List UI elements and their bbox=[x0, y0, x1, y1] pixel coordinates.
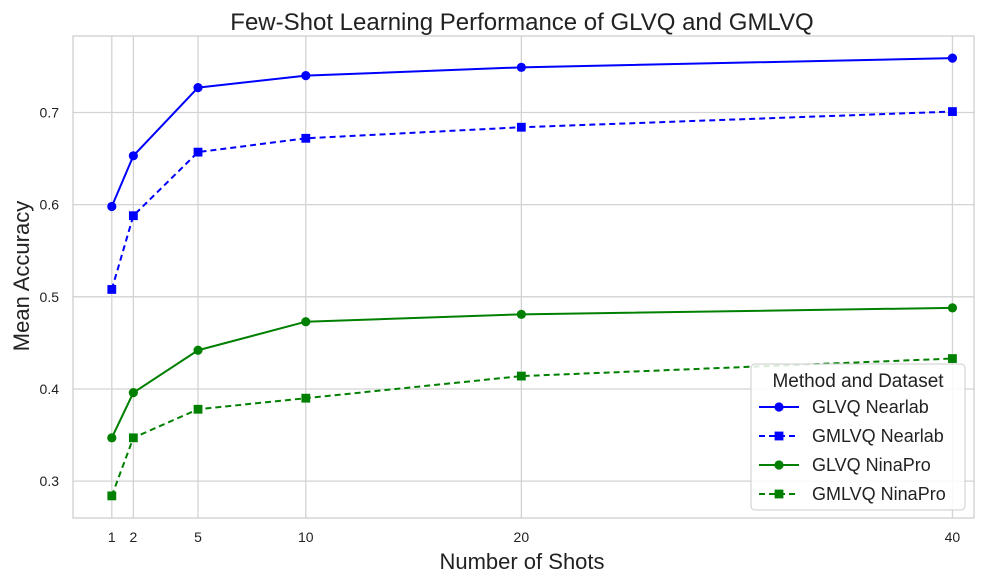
legend-marker bbox=[774, 431, 784, 441]
series-line bbox=[110, 57, 953, 207]
data-point bbox=[107, 491, 117, 501]
data-point bbox=[948, 107, 957, 116]
y-axis-label: Mean Accuracy bbox=[9, 201, 34, 351]
legend-label: GMLVQ NinaPro bbox=[812, 484, 946, 504]
legend-entries: GLVQ Nearlab GMLVQ Nearlab GLVQ NinaPro GML… bbox=[759, 397, 946, 504]
data-point bbox=[516, 371, 526, 381]
data-point bbox=[107, 285, 117, 294]
y-tick-label: 0.6 bbox=[40, 197, 60, 213]
series-0 bbox=[107, 53, 958, 212]
x-tick-label: 20 bbox=[514, 529, 530, 545]
data-point bbox=[516, 309, 526, 319]
chart-title: Few-Shot Learning Performance of GLVQ an… bbox=[230, 9, 813, 36]
legend-box bbox=[750, 363, 966, 511]
legend-entry: GMLVQ NinaPro bbox=[759, 484, 946, 504]
series-1 bbox=[107, 107, 957, 294]
legend-label: GLVQ Nearlab bbox=[812, 397, 929, 417]
x-tick-label: 5 bbox=[194, 529, 202, 545]
y-tick-label: 0.7 bbox=[40, 104, 60, 120]
y-tick-label: 0.3 bbox=[40, 473, 60, 489]
legend-label: GLVQ NinaPro bbox=[812, 455, 931, 475]
y-tick-label: 0.4 bbox=[40, 381, 60, 397]
data-point bbox=[128, 151, 138, 161]
plot-area bbox=[72, 35, 975, 519]
series-line bbox=[110, 357, 953, 497]
legend-entry: GMLVQ Nearlab bbox=[759, 426, 944, 446]
data-point bbox=[128, 433, 138, 443]
data-point bbox=[301, 133, 311, 143]
data-point bbox=[193, 147, 203, 157]
data-point bbox=[301, 317, 311, 327]
x-tick-label: 1 bbox=[108, 529, 116, 545]
legend-marker bbox=[774, 402, 784, 412]
x-tick-label: 40 bbox=[945, 529, 961, 545]
x-axis-label: Number of Shots bbox=[439, 549, 604, 574]
data-point bbox=[947, 53, 958, 63]
y-tick-label: 0.5 bbox=[40, 289, 60, 305]
legend-entry: GLVQ Nearlab bbox=[759, 397, 929, 417]
legend-marker bbox=[774, 489, 784, 499]
data-point bbox=[301, 71, 311, 81]
legend-title: Method and Dataset bbox=[772, 371, 944, 392]
series-line bbox=[110, 110, 953, 290]
data-point bbox=[947, 303, 958, 313]
legend-label: GMLVQ Nearlab bbox=[812, 426, 944, 446]
x-tick-label: 2 bbox=[129, 529, 137, 545]
data-point bbox=[193, 404, 203, 414]
x-tick-label: 10 bbox=[298, 529, 314, 545]
y-axis-ticks: 0.3 0.4 0.5 0.6 0.7 bbox=[40, 104, 60, 489]
series bbox=[107, 53, 958, 501]
legend-marker bbox=[774, 460, 784, 470]
data-point bbox=[193, 83, 203, 93]
data-point bbox=[193, 345, 203, 355]
legend: Method and Dataset GLVQ Nearlab GMLVQ Nea… bbox=[750, 363, 966, 511]
x-axis-ticks: 1 2 5 10 20 40 bbox=[108, 529, 961, 545]
data-point bbox=[107, 433, 117, 443]
data-point bbox=[107, 201, 117, 212]
data-point bbox=[948, 354, 957, 363]
data-point bbox=[128, 388, 138, 398]
series-3 bbox=[107, 354, 957, 501]
legend-entry: GLVQ NinaPro bbox=[759, 455, 931, 475]
data-point bbox=[128, 211, 138, 221]
series-2 bbox=[107, 303, 958, 443]
series-line bbox=[110, 306, 953, 439]
data-point bbox=[516, 122, 526, 132]
data-point bbox=[516, 62, 526, 72]
data-point bbox=[301, 393, 311, 403]
